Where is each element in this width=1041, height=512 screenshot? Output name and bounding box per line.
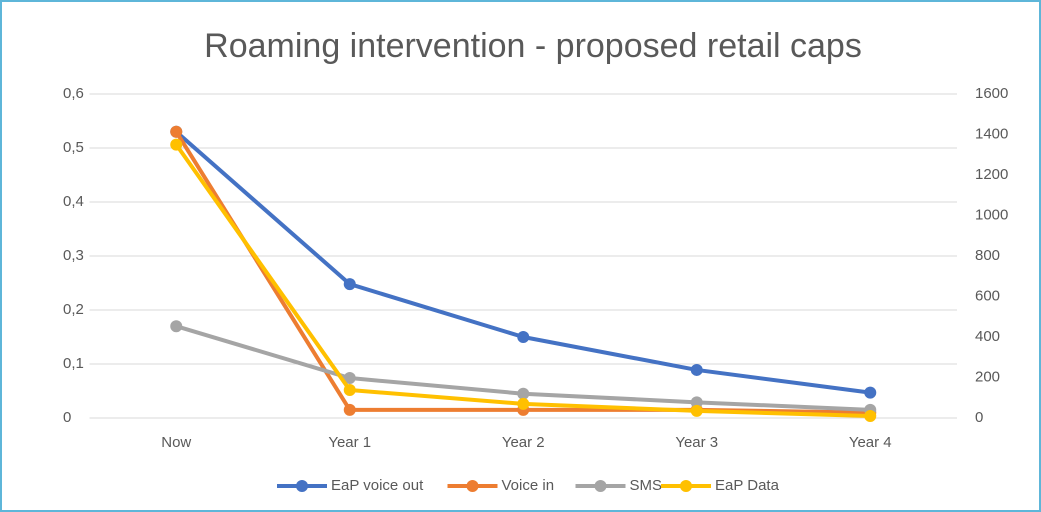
data-point	[690, 404, 703, 417]
x-tick-label: Year 3	[675, 434, 718, 451]
legend-label: EaP voice out	[331, 477, 424, 494]
y-tick-label: 0,6	[63, 85, 84, 102]
y2-tick-label: 0	[975, 409, 983, 426]
data-point	[517, 387, 530, 400]
y2-tick-label: 200	[975, 368, 1000, 385]
legend-marker	[296, 480, 308, 492]
y2-tick-label: 600	[975, 287, 1000, 304]
data-point	[170, 138, 183, 151]
y2-tick-label: 1000	[975, 206, 1008, 223]
data-point	[343, 372, 356, 385]
chart-title: Roaming intervention - proposed retail c…	[204, 27, 862, 65]
y-tick-label: 0	[63, 409, 71, 426]
data-point	[343, 403, 356, 416]
x-tick-label: Now	[161, 434, 191, 451]
y2-tick-label: 1200	[975, 166, 1008, 183]
y2-tick-label: 1400	[975, 125, 1008, 142]
data-point	[690, 363, 703, 376]
data-point	[864, 386, 877, 399]
y2-tick-label: 800	[975, 247, 1000, 264]
data-point	[864, 409, 877, 422]
legend-label: EaP Data	[715, 477, 780, 494]
y-tick-label: 0,5	[63, 139, 84, 156]
data-point	[170, 125, 183, 138]
y2-tick-label: 1600	[975, 85, 1008, 102]
x-tick-label: Year 4	[849, 434, 892, 451]
data-point	[517, 331, 530, 343]
legend-marker	[466, 480, 479, 492]
data-point	[343, 384, 356, 397]
legend-marker	[594, 480, 607, 492]
y2-tick-label: 400	[975, 328, 1000, 345]
y-tick-label: 0,2	[63, 301, 84, 318]
legend-label: SMS	[630, 477, 663, 494]
x-tick-label: Year 2	[502, 434, 545, 451]
y-tick-label: 0,3	[63, 247, 84, 264]
data-point	[343, 278, 356, 291]
x-tick-label: Year 1	[328, 434, 371, 451]
data-point	[170, 320, 183, 333]
legend-label: Voice in	[502, 477, 555, 494]
legend-marker	[680, 480, 692, 492]
y-tick-label: 0,1	[63, 355, 84, 372]
data-point	[690, 396, 703, 409]
y-tick-label: 0,4	[63, 193, 84, 210]
data-point	[517, 397, 530, 410]
